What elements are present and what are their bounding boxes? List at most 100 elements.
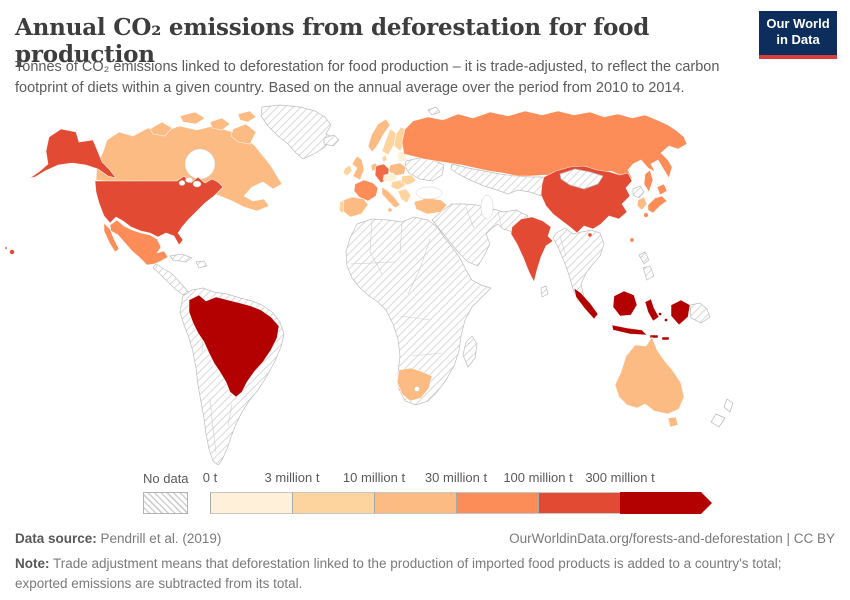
region-new-zealand-north[interactable]: [723, 398, 734, 413]
region-canada-arctic[interactable]: [209, 117, 231, 131]
region-moluccas[interactable]: [658, 312, 662, 316]
region-canada-arctic[interactable]: [179, 111, 206, 125]
region-borneo[interactable]: [612, 290, 638, 317]
region-denmark[interactable]: [381, 154, 388, 163]
region-brazil[interactable]: [188, 294, 280, 398]
region-tasmania[interactable]: [667, 416, 679, 428]
region-alaska[interactable]: [29, 128, 117, 179]
region-hainan[interactable]: [587, 232, 593, 238]
region-sumatra[interactable]: [573, 287, 599, 320]
owid-logo-line1: Our World: [766, 16, 830, 31]
region-se-asia[interactable]: [552, 227, 605, 302]
region-mongolia[interactable]: [559, 168, 604, 190]
region-norway[interactable]: [367, 118, 391, 153]
region-hawaii[interactable]: [9, 249, 15, 255]
region-lesser-sunda[interactable]: [649, 334, 659, 339]
legend-bin-label: 30 million t: [424, 470, 488, 485]
region-baja[interactable]: [103, 222, 120, 253]
region-canada-baffin[interactable]: [230, 123, 257, 145]
region-middle-east[interactable]: [431, 203, 529, 267]
region-china[interactable]: [540, 165, 633, 234]
region-west-papua[interactable]: [670, 299, 691, 326]
region-lesser-sunda[interactable]: [661, 336, 670, 341]
region-mexico[interactable]: [109, 219, 169, 266]
data-source-label: Data source:: [15, 531, 97, 546]
region-south-korea[interactable]: [636, 196, 648, 211]
region-philippines[interactable]: [638, 251, 650, 265]
legend-bin-swatch[interactable]: [456, 492, 539, 514]
region-central-europe[interactable]: [382, 172, 399, 183]
region-canada-arctic[interactable]: [237, 110, 257, 123]
region-poland[interactable]: [388, 162, 407, 177]
region-greece[interactable]: [397, 188, 412, 204]
legend-bin-swatch[interactable]: [538, 492, 621, 514]
region-portugal[interactable]: [338, 200, 345, 215]
region-japan-kyushu[interactable]: [643, 212, 649, 218]
region-ireland[interactable]: [342, 164, 353, 177]
region-hispaniola[interactable]: [195, 260, 208, 269]
region-japan-honshu[interactable]: [647, 195, 668, 214]
world-map-svg: [4, 104, 734, 466]
region-russia[interactable]: [401, 110, 688, 184]
region-sulawesi[interactable]: [644, 298, 660, 322]
legend-bin-label: 10 million t: [342, 470, 406, 485]
region-svalbard[interactable]: [427, 106, 441, 116]
region-moluccas[interactable]: [664, 318, 668, 322]
legend-bin-label: 300 million t: [585, 470, 655, 485]
region-japan-hokkaido[interactable]: [656, 183, 668, 196]
hudson-bay: [184, 148, 216, 180]
region-iceland[interactable]: [323, 134, 340, 147]
region-spain[interactable]: [340, 196, 369, 218]
legend-bin-label: 0 t: [202, 470, 218, 485]
region-sicily[interactable]: [387, 207, 393, 213]
region-usa[interactable]: [94, 175, 224, 246]
legend-bin-swatch[interactable]: [210, 492, 293, 514]
data-source: Data source: Pendrill et al. (2019): [15, 531, 221, 546]
world-map: [0, 104, 850, 470]
region-greenland[interactable]: [260, 104, 333, 160]
region-canada-arctic[interactable]: [149, 121, 173, 137]
region-central-asia[interactable]: [450, 163, 546, 197]
region-taiwan[interactable]: [629, 237, 635, 243]
region-france[interactable]: [353, 179, 379, 202]
legend-bin-label: 100 million t: [503, 470, 573, 485]
legend-bin-label: 3 million t: [264, 470, 320, 485]
legend-bin-swatch[interactable]: [292, 492, 375, 514]
region-india[interactable]: [510, 216, 554, 283]
region-romania[interactable]: [400, 174, 417, 186]
owid-logo[interactable]: Our World in Data: [759, 11, 837, 59]
legend-bin-swatch[interactable]: [620, 492, 712, 514]
region-central-america[interactable]: [152, 263, 190, 296]
region-north-korea[interactable]: [632, 185, 645, 199]
region-australia[interactable]: [614, 336, 685, 415]
page-title: Annual CO₂ emissions from deforestation …: [15, 14, 650, 68]
legend-no-data-label: No data: [143, 471, 189, 486]
great-lakes: [178, 180, 186, 186]
region-new-zealand-south[interactable]: [710, 413, 726, 428]
map-legend: No data 0 t 3 million t 10 million t 30 mil…: [0, 470, 850, 520]
region-philippines[interactable]: [642, 265, 655, 281]
region-madagascar[interactable]: [462, 335, 478, 368]
region-africa[interactable]: [345, 216, 492, 406]
region-java[interactable]: [611, 324, 648, 336]
region-italy[interactable]: [381, 186, 401, 209]
footer-note: Note: Trade adjustment means that defore…: [15, 554, 823, 595]
region-papua-new-guinea[interactable]: [689, 302, 711, 324]
footer-row: Data source: Pendrill et al. (2019) OurW…: [15, 531, 835, 546]
owid-logo-line2: in Data: [776, 32, 820, 48]
owid-url-link[interactable]: OurWorldinData.org/forests-and-deforesta…: [509, 531, 835, 546]
region-sri-lanka[interactable]: [540, 285, 549, 298]
country-borders-decoration: [195, 179, 578, 453]
lesotho: [414, 386, 420, 392]
region-hawaii[interactable]: [4, 246, 8, 250]
region-sweden[interactable]: [381, 128, 397, 156]
region-sakhalin[interactable]: [643, 169, 654, 193]
great-lakes: [192, 180, 202, 188]
region-cuba[interactable]: [169, 253, 193, 263]
legend-no-data-swatch[interactable]: [143, 492, 188, 514]
great-lakes: [185, 177, 193, 183]
region-south-africa[interactable]: [396, 367, 433, 402]
legend-bin-swatch[interactable]: [374, 492, 457, 514]
region-uk[interactable]: [351, 155, 365, 181]
